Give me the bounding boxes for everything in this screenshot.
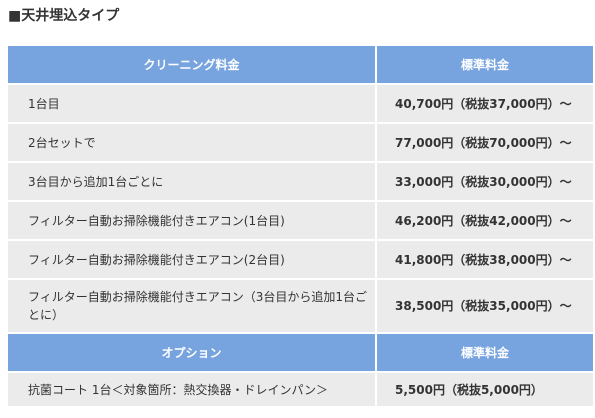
- row-price: 5,500円（税抜5,000円）: [377, 373, 593, 406]
- column-header-standard-price: 標準料金: [377, 334, 593, 371]
- row-price: 77,000円（税抜70,000円）～: [377, 124, 593, 161]
- column-header-standard-price: 標準料金: [377, 46, 593, 83]
- table-row: 1台目 40,700円（税抜37,000円）～: [8, 85, 593, 122]
- row-item: 抗菌コート 1台＜対象箇所：熱交換器・ドレインパン＞: [8, 373, 375, 406]
- table-row: 3台目から追加1台ごとに 33,000円（税抜30,000円）～: [8, 163, 593, 200]
- row-item: 2台セットで: [8, 124, 375, 161]
- row-price: 33,000円（税抜30,000円）～: [377, 163, 593, 200]
- column-header-option: オプション: [8, 334, 375, 371]
- price-table: クリーニング料金 標準料金 1台目 40,700円（税抜37,000円）～ 2台…: [6, 44, 595, 408]
- row-item: フィルター自動お掃除機能付きエアコン(1台目): [8, 202, 375, 239]
- column-header-cleaning-fee: クリーニング料金: [8, 46, 375, 83]
- row-item: 1台目: [8, 85, 375, 122]
- table-row: フィルター自動お掃除機能付きエアコン(2台目) 41,800円（税抜38,000…: [8, 241, 593, 278]
- table-row: 2台セットで 77,000円（税抜70,000円）～: [8, 124, 593, 161]
- table-row: フィルター自動お掃除機能付きエアコン(1台目) 46,200円（税抜42,000…: [8, 202, 593, 239]
- row-price: 41,800円（税抜38,000円）～: [377, 241, 593, 278]
- page-title: ■天井埋込タイプ: [8, 8, 120, 24]
- option-header-row: オプション 標準料金: [8, 334, 593, 371]
- table-header-row: クリーニング料金 標準料金: [8, 46, 593, 83]
- row-item: フィルター自動お掃除機能付きエアコン(2台目): [8, 241, 375, 278]
- row-price: 38,500円（税抜35,000円）～: [377, 280, 593, 332]
- row-item: 3台目から追加1台ごとに: [8, 163, 375, 200]
- row-item: フィルター自動お掃除機能付きエアコン（3台目から追加1台ごとに）: [8, 280, 375, 332]
- row-price: 40,700円（税抜37,000円）～: [377, 85, 593, 122]
- table-row: フィルター自動お掃除機能付きエアコン（3台目から追加1台ごとに） 38,500円…: [8, 280, 593, 332]
- row-price: 46,200円（税抜42,000円）～: [377, 202, 593, 239]
- table-row: 抗菌コート 1台＜対象箇所：熱交換器・ドレインパン＞ 5,500円（税抜5,00…: [8, 373, 593, 406]
